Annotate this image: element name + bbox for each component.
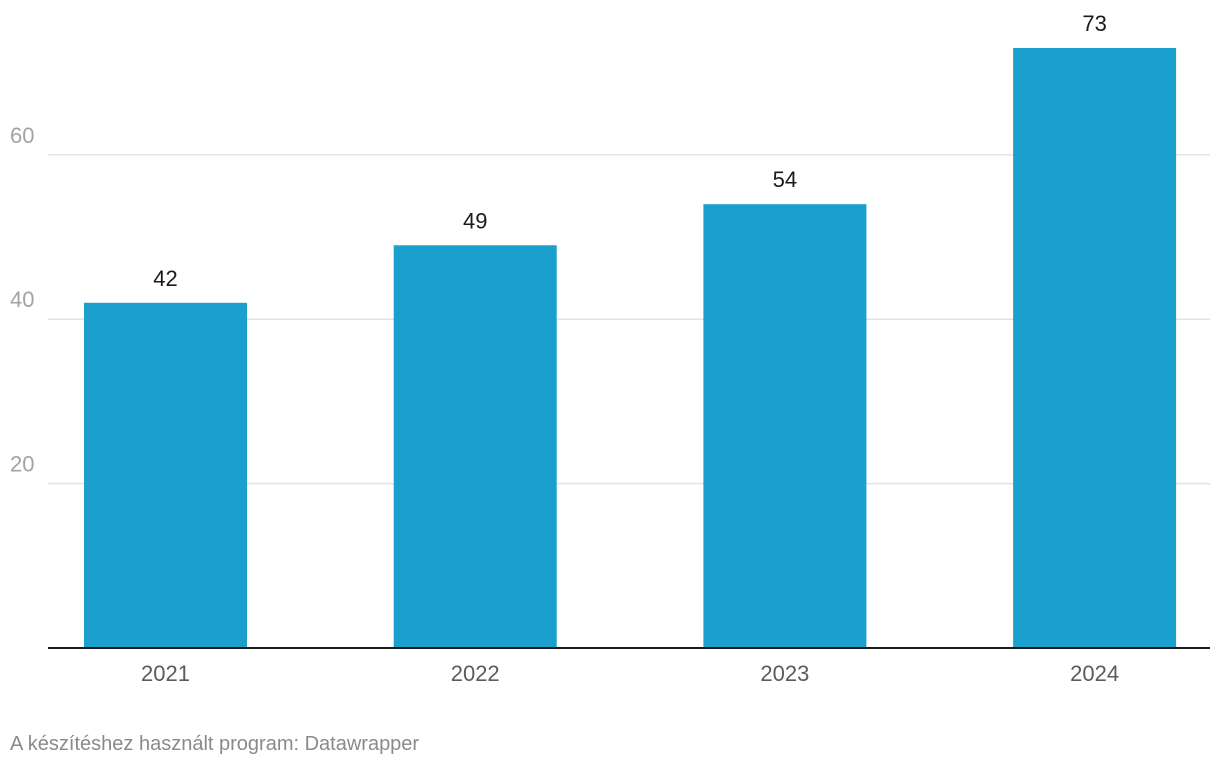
y-tick-label: 40 [10,287,34,312]
bar-2024 [1013,48,1177,648]
y-tick-label: 60 [10,123,34,148]
x-axis-ticks: 2021 2022 2023 2024 [141,661,1119,686]
source-note: A készítéshez használt program: Datawrap… [10,733,420,755]
x-tick-label: 2023 [760,661,809,686]
bar-chart: 20 40 60 42 49 54 73 2021 2022 2023 2024 [10,11,1210,686]
value-label: 54 [773,167,797,192]
y-tick-label: 20 [10,452,34,477]
value-label: 49 [463,208,487,233]
x-tick-label: 2022 [451,661,500,686]
value-labels: 42 49 54 73 [153,11,1107,291]
bar-2023 [703,204,867,649]
bar-2022 [393,245,557,649]
x-tick-label: 2024 [1070,661,1119,686]
x-tick-label: 2021 [141,661,190,686]
bar-2021 [84,302,247,648]
y-axis-ticks: 20 40 60 [10,123,34,477]
value-label: 73 [1082,11,1106,36]
value-label: 42 [153,266,177,291]
bars [84,48,1177,649]
